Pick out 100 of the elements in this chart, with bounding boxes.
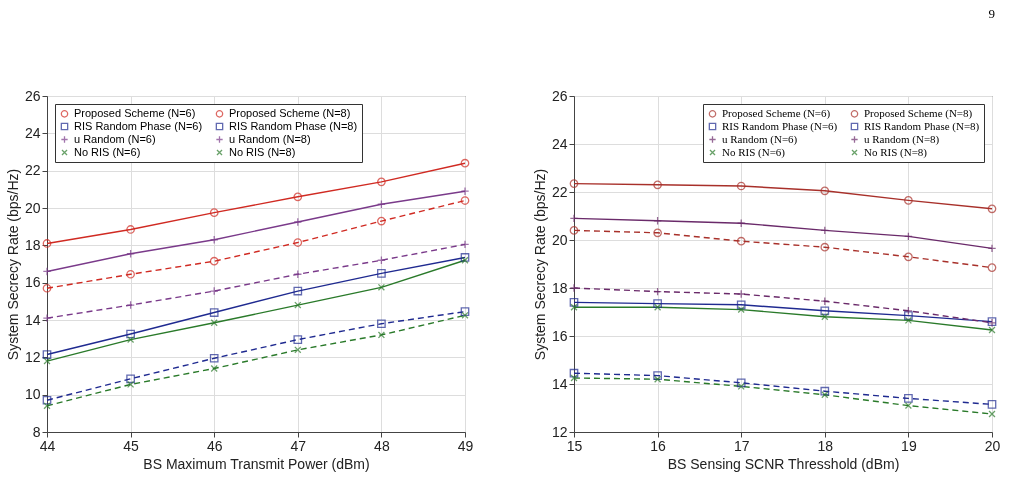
point (653, 180, 662, 190)
point (293, 192, 303, 202)
point (736, 378, 746, 388)
point (209, 256, 219, 266)
point (569, 179, 579, 188)
x-tick-label: 19 (901, 437, 917, 454)
x-tick-label: 18 (817, 437, 834, 454)
legend-label: u Random (N=8) (229, 132, 311, 145)
point (377, 268, 386, 278)
y-tick-label: 22 (551, 183, 568, 200)
legend-label: No RIS (N=6) (722, 145, 786, 159)
point (294, 301, 302, 309)
point (42, 350, 52, 359)
point (293, 238, 303, 247)
y-tick-label: 26 (551, 87, 568, 104)
point (293, 217, 303, 227)
point (987, 244, 997, 253)
point (42, 313, 52, 323)
point (653, 228, 662, 238)
point (820, 186, 830, 196)
y-tick-label: 14 (24, 311, 41, 328)
x-tick-label: 45 (123, 437, 140, 454)
point (460, 240, 470, 249)
x-tick-label: 44 (39, 437, 56, 454)
point (820, 386, 830, 396)
point (42, 395, 52, 405)
point (570, 303, 578, 311)
point (736, 300, 746, 310)
point (126, 300, 135, 310)
point (210, 364, 218, 373)
x-axis-title: BS Maximum Transmit Power (dBm) (143, 455, 370, 472)
point (736, 236, 746, 246)
point (461, 311, 469, 319)
point (653, 375, 662, 383)
x-tick-label: 46 (206, 437, 223, 454)
point (987, 263, 997, 272)
y-tick-label: 12 (551, 423, 568, 440)
x-tick-label: 15 (566, 437, 583, 454)
point (653, 299, 662, 308)
point (653, 371, 662, 380)
y-tick-label: 8 (32, 423, 41, 440)
point (653, 303, 662, 311)
y-tick-label: 26 (24, 87, 41, 104)
legend-label: Proposed Scheme (N=6) (722, 106, 831, 120)
legend-label: RIS Random Phase (N=6) (74, 119, 203, 132)
point (460, 307, 470, 316)
legend-label: No RIS (N=6) (74, 145, 141, 158)
point (42, 239, 52, 248)
legend-label: u Random (N=6) (74, 132, 156, 145)
y-tick-label: 16 (24, 274, 41, 291)
point (460, 186, 470, 196)
point (377, 319, 386, 329)
point (377, 216, 386, 226)
legend-label: RIS Random Phase (N=6) (722, 119, 838, 133)
point (904, 196, 913, 205)
point (904, 252, 913, 262)
legend-label: Proposed Scheme (N=8) (229, 106, 351, 119)
point (460, 196, 470, 205)
point (126, 374, 135, 384)
x-tick-label: 17 (733, 437, 750, 454)
point (987, 204, 997, 214)
legend-label: No RIS (N=8) (864, 145, 928, 159)
point (293, 286, 303, 296)
point (209, 353, 219, 363)
y-tick-label: 10 (24, 386, 41, 403)
point (736, 181, 746, 191)
point (209, 286, 219, 296)
x-tick-label: 20 (984, 437, 1001, 454)
legend-label: Proposed Scheme (N=6) (74, 106, 196, 119)
point (43, 402, 51, 410)
point (904, 394, 913, 403)
point (820, 306, 830, 316)
point (737, 382, 745, 391)
legend-label: Proposed Scheme (N=8) (864, 106, 973, 120)
point (987, 400, 997, 409)
point (126, 225, 135, 234)
x-tick-label: 49 (457, 437, 474, 454)
point (293, 335, 303, 344)
y-tick-label: 24 (24, 124, 41, 141)
y-tick-label: 14 (551, 375, 568, 392)
point (42, 267, 52, 276)
point (377, 331, 386, 339)
legend-label: RIS Random Phase (N=8) (864, 119, 980, 133)
legend-label: u Random (N=6) (722, 132, 798, 146)
legend-label: u Random (N=8) (864, 132, 940, 146)
point (569, 283, 579, 293)
point (904, 311, 913, 320)
y-tick-label: 16 (551, 327, 568, 344)
point (209, 208, 219, 218)
x-tick-label: 48 (374, 437, 390, 454)
point (820, 242, 830, 252)
point (737, 305, 745, 314)
text: 9 (988, 6, 995, 22)
y-tick-label: 24 (551, 135, 568, 152)
point (377, 177, 386, 187)
point (126, 269, 135, 279)
point (736, 289, 746, 299)
y-tick-label: 20 (24, 199, 41, 216)
x-axis-title: BS Sensing SCNR Thresshold (dBm) (667, 455, 900, 472)
point (209, 308, 219, 317)
